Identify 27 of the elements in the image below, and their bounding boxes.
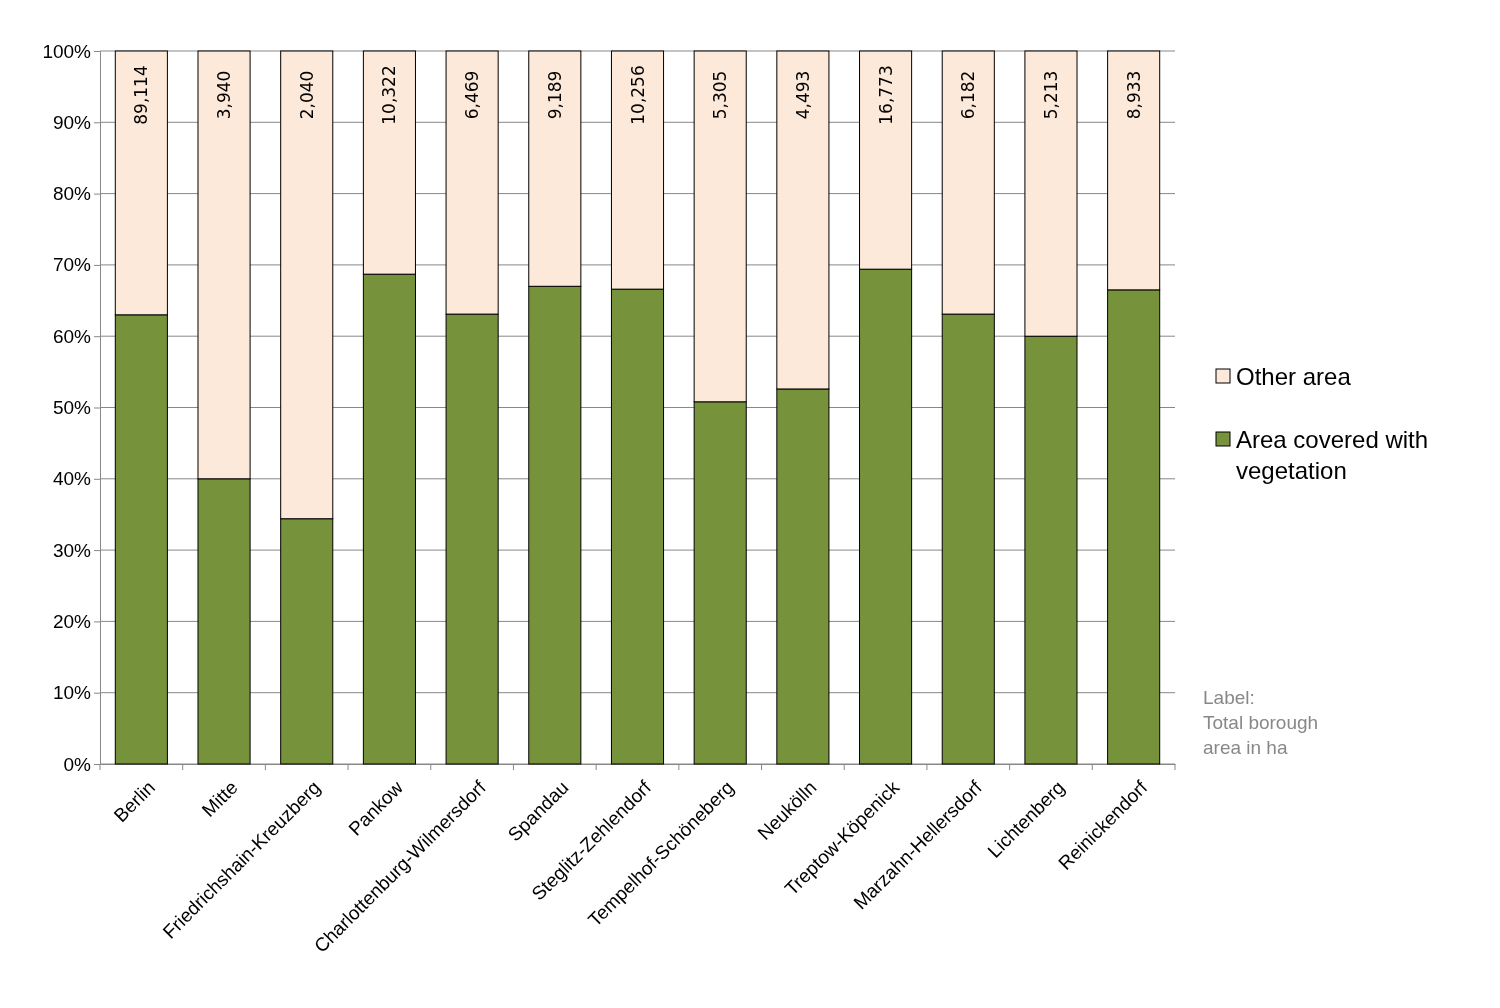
annotation: 89,114 [131, 65, 152, 125]
annotation: 10,256 [627, 65, 648, 125]
y-tick-label: 10% [52, 682, 92, 704]
y-tick-label: 80% [52, 183, 92, 205]
annotation: 6,469 [462, 70, 483, 120]
legend-label: Area covered with vegetation [1236, 426, 1429, 484]
annotation: 5,305 [710, 70, 731, 120]
annotation: 16,773 [875, 65, 896, 125]
y-tick-label: 90% [52, 111, 92, 133]
y-tick-label: 40% [52, 468, 92, 490]
annotation: 8,933 [1123, 70, 1144, 120]
annotation: 9,189 [544, 70, 565, 120]
y-tick-label: 0% [63, 753, 92, 775]
annotation: 6,182 [958, 70, 979, 120]
y-tick-label: 100% [42, 40, 92, 62]
legend-label: Other area [1236, 363, 1352, 390]
y-tick-label: 20% [52, 610, 92, 632]
annotation: 5,213 [1040, 70, 1061, 120]
text: Label: Total borough area in ha [1203, 687, 1319, 758]
y-tick-label: 60% [52, 325, 92, 347]
annotation: 3,940 [214, 70, 235, 120]
y-tick-label: 50% [52, 397, 92, 419]
annotation: 4,493 [792, 70, 813, 120]
y-tick-label: 30% [52, 539, 92, 561]
annotation: 2,040 [296, 70, 317, 120]
y-tick-label: 70% [52, 254, 92, 276]
annotation: 10,322 [379, 65, 400, 125]
